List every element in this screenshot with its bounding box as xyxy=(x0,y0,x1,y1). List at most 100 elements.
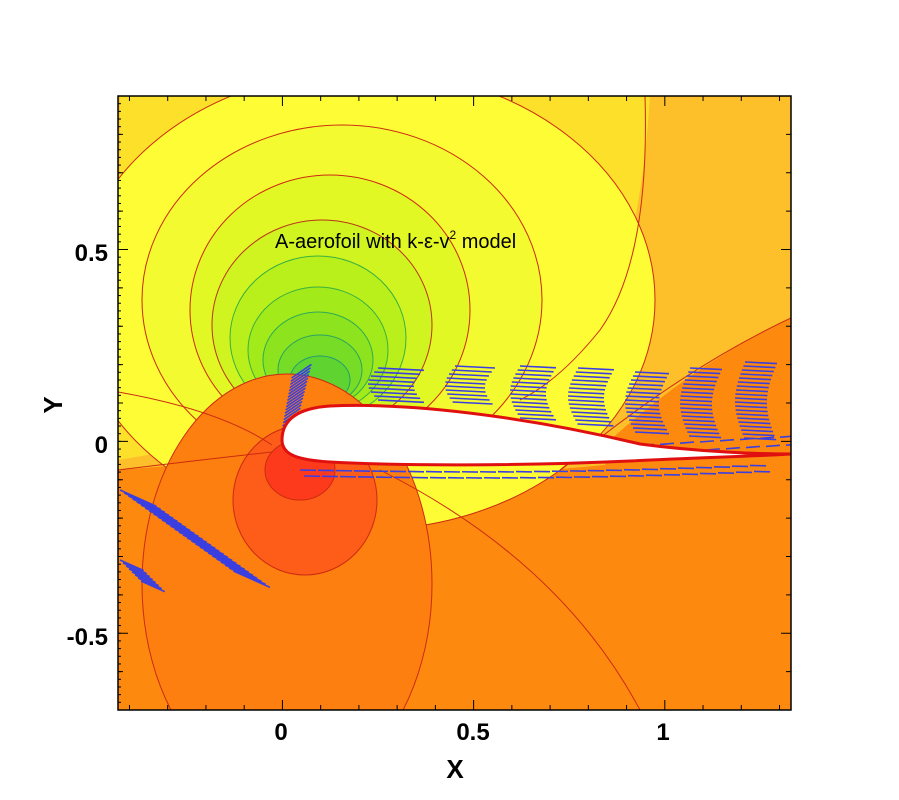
velocity-vector xyxy=(374,371,421,376)
velocity-vector xyxy=(288,377,309,392)
velocity-vector xyxy=(370,375,417,380)
contour-line-lower-right xyxy=(379,469,641,710)
velocity-vector xyxy=(377,399,424,404)
velocity-vector xyxy=(682,387,715,391)
velocity-vector xyxy=(625,399,660,403)
velocity-vector xyxy=(680,407,713,411)
velocity-vector xyxy=(233,570,271,589)
velocity-vector xyxy=(738,421,771,425)
y-axis-title: Y xyxy=(38,396,68,413)
velocity-vector xyxy=(765,444,781,448)
x-tick-label-1: 1 xyxy=(656,719,669,746)
velocity-vector xyxy=(683,383,716,387)
annotation-epsilon: ε xyxy=(424,231,433,253)
velocity-vector xyxy=(686,375,719,379)
velocity-vector xyxy=(286,390,306,405)
velocity-vector xyxy=(368,387,415,392)
velocity-vector xyxy=(689,367,723,371)
y-tick-label-neg0.5: -0.5 xyxy=(67,624,108,651)
velocity-vector xyxy=(517,413,554,417)
velocity-vector xyxy=(625,395,660,399)
velocity-vector xyxy=(157,516,195,535)
velocity-vector xyxy=(759,436,775,440)
velocity-vector xyxy=(734,401,768,405)
velocity-vector xyxy=(170,525,208,544)
velocity-vector xyxy=(689,435,722,439)
velocity-vector xyxy=(570,383,607,387)
velocity-vector xyxy=(511,401,548,405)
velocity-vector xyxy=(634,431,669,435)
velocity-vector xyxy=(632,427,667,431)
velocity-vector xyxy=(444,385,485,389)
annotation-superscript: 2 xyxy=(450,228,457,242)
velocity-vector xyxy=(785,443,791,446)
velocity-vector xyxy=(140,580,166,593)
velocity-vector xyxy=(735,389,768,393)
contour-line-lower-left xyxy=(118,451,273,471)
velocity-vector xyxy=(681,391,714,395)
velocity-vector xyxy=(735,393,768,397)
velocity-vector xyxy=(224,564,262,583)
velocity-vector xyxy=(632,375,667,379)
velocity-vector xyxy=(136,501,174,520)
velocity-vector xyxy=(736,413,769,417)
velocity-vector xyxy=(195,543,233,562)
y-tick-label-0: 0 xyxy=(95,432,108,459)
velocity-vector xyxy=(684,379,717,383)
velocity-vector xyxy=(128,568,154,581)
velocity-vector xyxy=(186,537,225,556)
velocity-vector xyxy=(630,379,665,383)
velocity-vector xyxy=(629,419,664,423)
velocity-vector xyxy=(519,417,556,421)
velocity-vector xyxy=(679,403,713,407)
velocity-vector xyxy=(568,391,605,395)
velocity-vector xyxy=(568,399,605,403)
velocity-vector xyxy=(287,384,307,398)
velocity-vector xyxy=(283,404,302,418)
velocity-vector xyxy=(283,407,301,421)
axis-ticks xyxy=(118,95,791,711)
velocity-vector xyxy=(575,419,612,423)
velocity-vector xyxy=(519,365,556,369)
velocity-vector xyxy=(220,561,258,580)
velocity-vector xyxy=(735,409,768,413)
velocity-vector xyxy=(739,425,772,429)
velocity-vector xyxy=(629,383,664,387)
velocity-vector xyxy=(153,513,191,532)
velocity-vector xyxy=(679,441,695,444)
velocity-vector xyxy=(625,407,660,411)
velocity-vector xyxy=(627,387,662,391)
contour-line-right xyxy=(519,96,646,401)
velocity-vector xyxy=(144,507,183,526)
velocity-vector xyxy=(289,373,310,389)
velocity-vector xyxy=(377,367,424,372)
velocity-vector xyxy=(510,397,547,401)
velocity-vector xyxy=(626,411,661,415)
velocity-vector xyxy=(140,504,178,523)
velocity-vector xyxy=(134,574,160,587)
velocity-vector xyxy=(743,365,776,369)
velocity-vector xyxy=(681,415,714,419)
velocity-vector xyxy=(199,546,237,565)
annotation-v: -v xyxy=(433,231,450,253)
velocity-vector xyxy=(454,365,495,369)
velocity-vector xyxy=(203,549,241,568)
velocity-vector xyxy=(688,371,721,375)
velocity-vector xyxy=(510,385,547,389)
velocity-vector xyxy=(290,367,312,382)
velocity-vector xyxy=(626,391,661,395)
velocity-vector xyxy=(736,385,769,389)
velocity-vector xyxy=(741,429,774,433)
velocity-vector xyxy=(699,440,715,443)
velocity-vector xyxy=(573,415,610,419)
velocity-vector xyxy=(571,411,608,415)
velocity-vector xyxy=(742,433,775,437)
velocity-vector xyxy=(451,369,492,373)
velocity-vector xyxy=(285,397,304,411)
velocity-vector xyxy=(739,437,755,441)
velocity-vector xyxy=(131,571,157,584)
velocity-vector xyxy=(286,387,306,402)
velocity-vector xyxy=(680,399,713,403)
velocity-vector xyxy=(291,363,312,379)
